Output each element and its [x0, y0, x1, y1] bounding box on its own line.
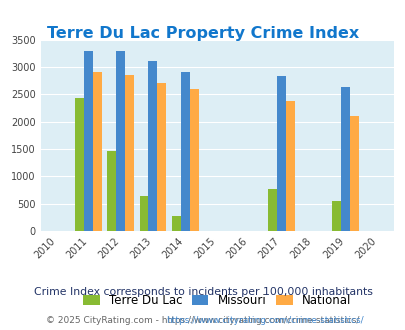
- Bar: [75, 98, 84, 231]
- Bar: [189, 89, 198, 231]
- Text: https://www.cityrating.com/crime-statistics/: https://www.cityrating.com/crime-statist…: [166, 315, 363, 325]
- Bar: [349, 116, 358, 231]
- Text: Terre Du Lac Property Crime Index: Terre Du Lac Property Crime Index: [47, 26, 358, 41]
- Bar: [125, 75, 134, 231]
- Bar: [331, 201, 340, 231]
- Bar: [93, 72, 102, 231]
- Bar: [139, 196, 148, 231]
- Text: Crime Index corresponds to incidents per 100,000 inhabitants: Crime Index corresponds to incidents per…: [34, 287, 371, 297]
- Bar: [157, 83, 166, 231]
- Bar: [285, 101, 294, 231]
- Text: © 2025 CityRating.com - https://www.cityrating.com/crime-statistics/: © 2025 CityRating.com - https://www.city…: [46, 315, 359, 325]
- Bar: [84, 50, 93, 231]
- Bar: [148, 61, 157, 231]
- Bar: [116, 50, 125, 231]
- Bar: [180, 72, 189, 231]
- Legend: Terre Du Lac, Missouri, National: Terre Du Lac, Missouri, National: [83, 294, 351, 307]
- Bar: [340, 87, 349, 231]
- Bar: [107, 151, 116, 231]
- Bar: [276, 76, 285, 231]
- Bar: [171, 216, 180, 231]
- Bar: [267, 189, 276, 231]
